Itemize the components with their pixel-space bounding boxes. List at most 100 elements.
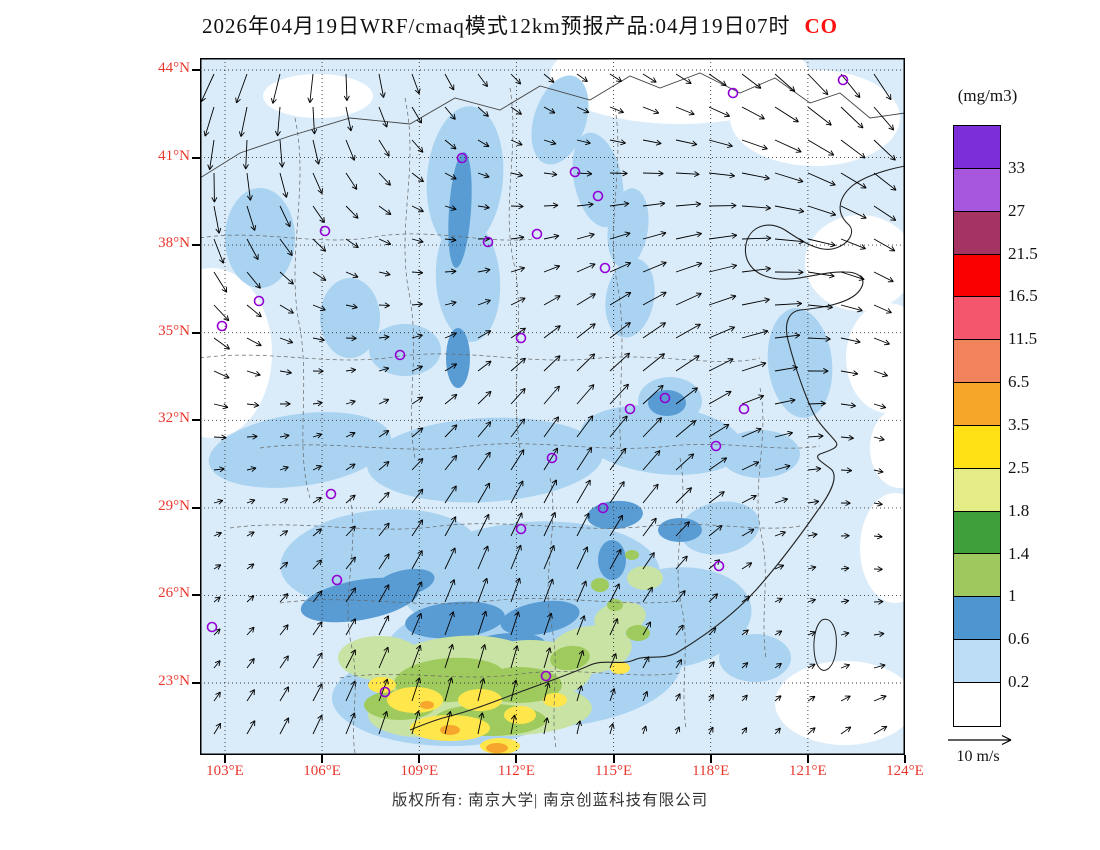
forecast-map [200,58,905,755]
lat-label: 26°N [158,585,190,602]
co-concentration-field [200,58,905,755]
lat-label: 23°N [158,673,190,689]
colorbar-level-label: 3.5 [1008,415,1030,434]
colorbar-cell [954,468,1000,512]
city-marker [216,320,228,332]
city-marker [659,392,671,404]
lon-label: 109°E [400,763,439,779]
taiwan-outline [813,618,837,671]
city-marker [837,74,849,86]
city-marker [597,502,609,514]
lon-label: 106°E [303,763,341,779]
lon-label: 112°E [497,763,535,779]
colorbar-level-label: 16.5 [1008,286,1038,306]
colorbar-level-label: 21.5 [1008,243,1038,263]
lon-tick [709,755,712,763]
lon-tick [224,755,226,763]
city-marker [456,152,468,164]
colorbar-cell [954,640,1000,683]
colorbar-cell [954,297,1000,341]
lat-tick [192,69,200,71]
lat-label: 29°N [158,497,190,514]
colorbar-level-label: 1.8 [1008,500,1030,520]
colorbar-cell [954,340,1000,384]
lat-label: 32°N [158,410,190,427]
city-marker [515,523,527,535]
national-border [200,72,905,179]
city-marker [710,440,722,452]
city-marker [713,560,725,572]
lat-tick [192,331,200,334]
lon-label: 115°E [595,763,633,779]
lat-tick [192,506,200,509]
city-marker [624,403,636,415]
colorbar-level-label: 0.2 [1008,672,1030,692]
colorbar-cell [954,126,1000,169]
wind-vectors [200,73,897,735]
city-marker [546,452,558,464]
city-marker [569,166,581,178]
lat-tick [192,682,200,684]
title-text: 2026年04月19日WRF/cmaq模式12km预报产品:04月19日07时 [202,14,791,38]
colorbar-cell [954,254,1000,298]
colorbar-cell [954,425,1000,469]
lon-tick [515,755,518,763]
city-marker [206,621,218,633]
colorbar-level-label: 33 [1008,157,1025,177]
city-marker [540,670,552,682]
lat-label: 41°N [158,147,190,164]
colorbar-level-label: 11.5 [1008,329,1038,349]
lon-label: 103°E [206,763,244,779]
city-marker [738,403,750,415]
pollutant-label: CO [804,14,838,38]
lat-label: 44°N [158,60,190,76]
colorbar-cell [954,597,1000,641]
map-frame [200,58,905,755]
wind-scale-arrow [948,734,1012,746]
colorbar-level-label: 1.4 [1008,543,1030,563]
lon-tick [612,755,615,763]
lon-tick [904,755,906,763]
city-marker [394,349,406,361]
lon-label: 121°E [789,763,827,779]
lat-label: 35°N [158,322,190,339]
colorbar-level-label: 27 [1008,200,1025,220]
copyright: 版权所有: 南京大学| 南京创蓝科技有限公司 [391,792,709,809]
wind-scale-label: 10 m/s [956,748,1000,765]
city-marker [331,574,343,586]
lon-tick [418,755,421,763]
colorbar-cell [954,168,1000,212]
city-marker [592,190,604,202]
colorbar-level-label: 6.5 [1008,372,1030,392]
lon-tick [321,755,324,763]
colorbar [953,125,1001,727]
city-marker [531,228,543,240]
lon-label: 118°E [692,763,730,779]
lon-label: 124°E [886,763,924,779]
lon-tick [806,755,809,763]
lat-tick [192,244,200,247]
colorbar-cell [954,682,1000,726]
city-marker [325,488,337,500]
coastline [409,165,905,731]
city-marker [253,295,265,307]
colorbar-cell [954,383,1000,426]
city-marker [515,332,527,344]
city-marker [599,262,611,274]
city-markers [206,74,849,698]
province-boundaries [200,72,905,754]
lat-tick [192,594,200,597]
colorbar-level-label: 2.5 [1008,457,1030,477]
legend-units-label: (mg/m3) [957,86,1018,105]
colorbar-cell [954,554,1000,598]
city-marker [727,87,739,99]
city-marker [379,686,391,698]
colorbar-cell [954,511,1000,555]
colorbar-level-label: 0.6 [1008,629,1030,649]
lat-label: 38°N [158,235,190,252]
colorbar-level-label: 1 [1008,586,1017,606]
lat-tick [192,156,200,159]
city-marker [482,236,494,248]
lat-tick [192,419,200,422]
